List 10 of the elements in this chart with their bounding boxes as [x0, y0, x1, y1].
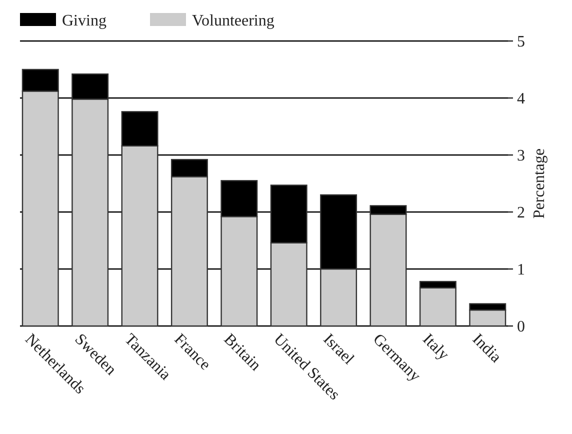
- y-tick-label: 2: [517, 204, 525, 222]
- y-tick-label: 1: [517, 262, 525, 279]
- y-tick-label: 4: [517, 90, 525, 108]
- y-tick-label: 5: [517, 34, 525, 51]
- x-tick-label: Italy: [419, 330, 452, 364]
- legend-label: Giving: [62, 12, 106, 30]
- legend-label: Volunteering: [192, 12, 274, 30]
- y-axis-title: Percentage: [531, 148, 548, 219]
- y-tick-label: 3: [517, 148, 525, 165]
- y-tick-label: 0: [517, 318, 525, 336]
